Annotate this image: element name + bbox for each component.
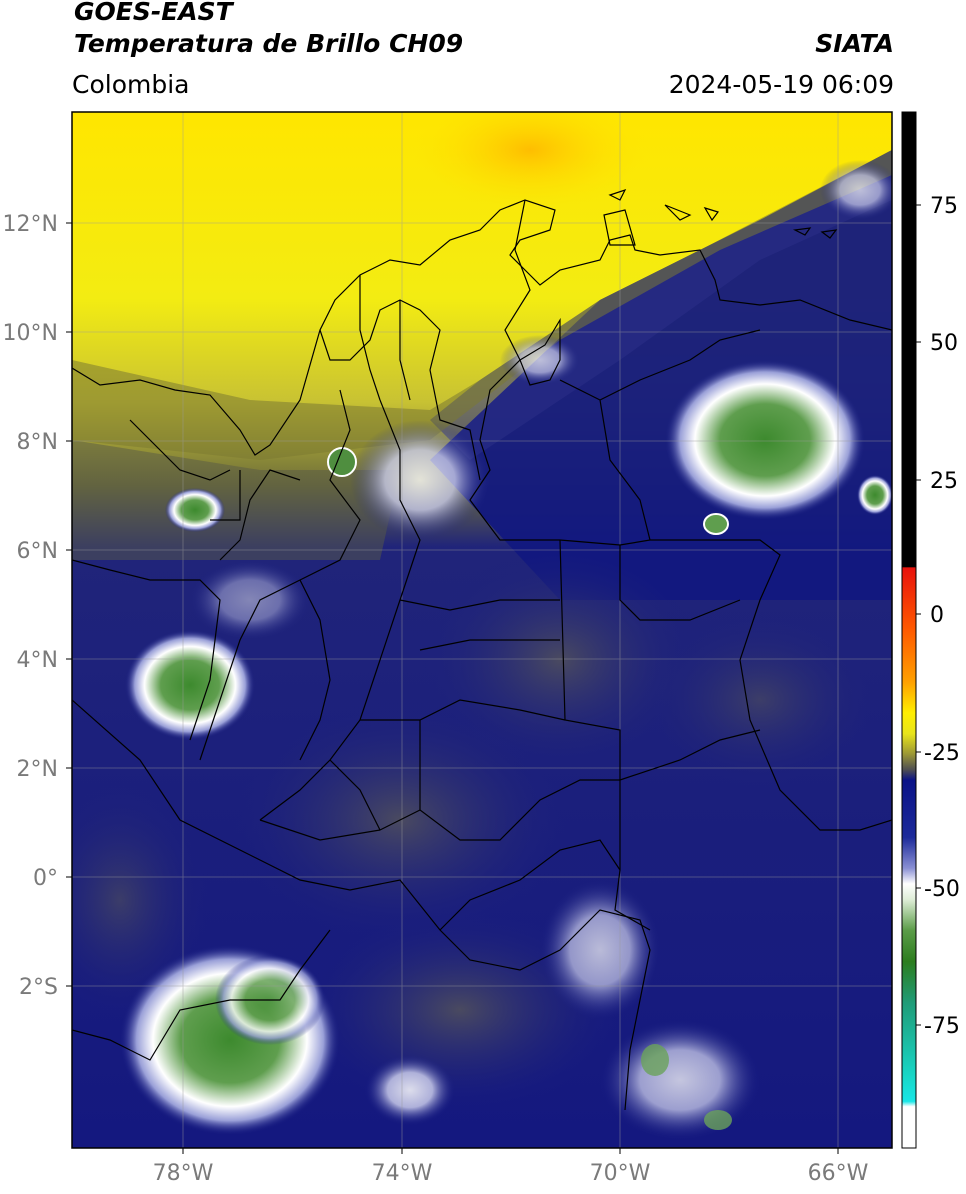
colorbar: 75 50 25 0 -25 -50 -75	[901, 111, 960, 1149]
lat-tick-label: 2°N	[17, 757, 58, 782]
lat-tick-label: 2°S	[19, 975, 58, 1000]
satellite-name: GOES-EAST	[74, 0, 233, 26]
brightness-temperature-field	[72, 112, 892, 1148]
colorbar-tick-label: 25	[930, 469, 958, 494]
colorbar-tick-label: 0	[930, 603, 944, 628]
latitude-axis: 12°N 10°N 8°N 6°N 4°N 2°N 0° 2°S	[3, 212, 72, 1000]
longitude-axis: 78°W 74°W 70°W 66°W	[153, 1148, 869, 1186]
colorbar-tick-label: 75	[930, 194, 958, 219]
agency-name: SIATA	[815, 29, 894, 58]
colorbar-tick-label: 50	[930, 331, 958, 356]
lon-tick-label: 66°W	[808, 1161, 869, 1186]
product-name: Temperatura de Brillo CH09	[74, 29, 464, 58]
lat-tick-label: 4°N	[17, 648, 58, 673]
lat-tick-label: 8°N	[17, 430, 58, 455]
lat-tick-label: 10°N	[3, 321, 58, 346]
lat-tick-label: 0°	[33, 866, 58, 891]
region-name: Colombia	[72, 70, 190, 99]
map-frame	[71, 111, 893, 1149]
lat-tick-label: 12°N	[3, 212, 58, 237]
map-title: GOES-EAST Temperatura de Brillo CH09	[74, 0, 463, 60]
map-gridlines	[72, 112, 892, 1148]
lon-tick-label: 78°W	[153, 1161, 214, 1186]
colorbar-tick-label: -25	[924, 741, 960, 766]
political-boundaries	[72, 188, 892, 1111]
colorbar-tick-label: -50	[924, 877, 960, 902]
timestamp: 2024-05-19 06:09	[668, 70, 894, 99]
lon-tick-label: 70°W	[590, 1161, 651, 1186]
lon-tick-label: 74°W	[372, 1161, 433, 1186]
lat-tick-label: 6°N	[17, 539, 58, 564]
colorbar-tick-label: -75	[924, 1014, 960, 1039]
